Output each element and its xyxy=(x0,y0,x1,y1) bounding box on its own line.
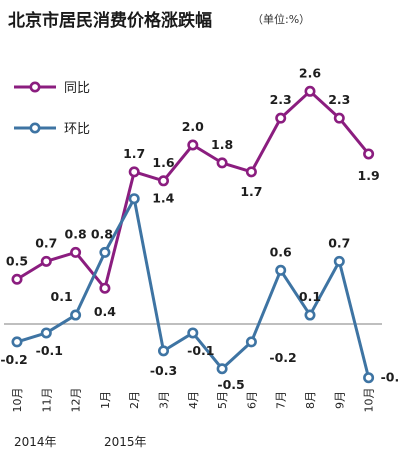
x-tick-label: 11月 xyxy=(40,388,53,413)
data-point-mom xyxy=(11,336,23,348)
data-point-mom xyxy=(304,309,316,321)
data-point-yoy xyxy=(11,273,23,285)
x-tick-label: 6月 xyxy=(245,391,258,409)
data-point-mom xyxy=(187,327,199,339)
data-label-yoy: 1.6 xyxy=(152,155,174,170)
data-label-mom: -0.2 xyxy=(0,352,27,367)
data-label-yoy: 2.0 xyxy=(182,119,204,134)
x-tick-label: 10月 xyxy=(11,388,24,413)
data-point-mom xyxy=(128,193,140,205)
legend-marker-yoy xyxy=(29,81,41,93)
data-label-yoy: 2.3 xyxy=(328,92,350,107)
data-point-mom xyxy=(216,363,228,375)
x-tick-label: 9月 xyxy=(333,391,346,409)
data-label-mom: -0.2 xyxy=(269,350,296,365)
data-point-yoy xyxy=(333,112,345,124)
data-label-yoy: 2.3 xyxy=(270,92,292,107)
legend-label-mom: 环比 xyxy=(64,122,90,137)
x-tick-label: 8月 xyxy=(304,391,317,409)
legend-label-yoy: 同比 xyxy=(64,81,90,96)
chart-title: 北京市居民消费价格涨跌幅 xyxy=(8,11,212,31)
data-label-mom: 0.1 xyxy=(51,289,73,304)
data-point-mom xyxy=(99,246,111,258)
x-tick-label: 4月 xyxy=(187,391,200,409)
data-point-mom xyxy=(245,336,257,348)
data-label-mom: -0.3 xyxy=(150,363,177,378)
data-label-mom: -0.1 xyxy=(36,343,63,358)
data-point-yoy xyxy=(363,148,375,160)
data-label-mom: -0.5 xyxy=(217,377,244,392)
data-label-yoy: 0.4 xyxy=(94,304,116,319)
data-point-yoy xyxy=(245,166,257,178)
unit-label: （单位:%） xyxy=(252,13,311,26)
legend-item-mom: 环比 xyxy=(14,122,90,137)
x-tick-label: 7月 xyxy=(275,391,288,409)
data-point-mom xyxy=(275,264,287,276)
year-label-2014: 2014年 xyxy=(14,435,57,449)
data-label-yoy: 1.9 xyxy=(358,168,380,183)
data-point-yoy xyxy=(128,166,140,178)
legend-item-yoy: 同比 xyxy=(14,81,90,96)
x-tick-label: 12月 xyxy=(70,388,83,413)
year-label-2015: 2015年 xyxy=(104,435,147,449)
data-point-yoy xyxy=(187,139,199,151)
data-label-layer: 0.5 0.7 0.8 0.4 1.7 1.6 2.0 1.8 1.7 2.3 2.6 2.3 1.9 -… xyxy=(0,65,400,391)
data-label-mom: 0.6 xyxy=(270,244,292,259)
data-point-yoy xyxy=(275,112,287,124)
data-point-yoy xyxy=(70,246,82,258)
data-label-yoy: 0.5 xyxy=(6,253,28,268)
data-label-mom: 1.4 xyxy=(152,191,174,206)
data-point-mom xyxy=(70,309,82,321)
data-point-mom xyxy=(333,255,345,267)
data-point-yoy xyxy=(99,282,111,294)
data-point-yoy xyxy=(304,85,316,97)
data-point-yoy xyxy=(158,175,170,187)
data-point-mom xyxy=(40,327,52,339)
data-label-mom: -0.6 xyxy=(381,370,400,385)
data-label-yoy: 2.6 xyxy=(299,65,321,80)
x-tick-label: 5月 xyxy=(216,391,229,409)
data-point-yoy xyxy=(40,255,52,267)
data-label-mom: 0.7 xyxy=(328,235,350,250)
data-point-mom xyxy=(363,372,375,384)
series-layer xyxy=(11,85,375,384)
x-tick-label: 1月 xyxy=(99,391,112,409)
x-tick-label: 2月 xyxy=(128,391,141,409)
legend: 同比 环比 xyxy=(14,81,90,137)
data-label-mom: 0.8 xyxy=(91,226,113,241)
data-label-yoy: 1.7 xyxy=(123,146,145,161)
legend-marker-mom xyxy=(29,122,41,134)
data-label-mom: -0.1 xyxy=(187,343,214,358)
data-point-mom xyxy=(158,345,170,357)
data-label-mom: 0.1 xyxy=(299,289,321,304)
x-tick-label: 10月 xyxy=(363,388,376,413)
data-point-yoy xyxy=(216,157,228,169)
data-label-yoy: 1.8 xyxy=(211,137,233,152)
x-axis: 10月 11月 12月 1月 2月 3月 4月 5月 6月 7月 8月 9月 10月 xyxy=(11,388,376,413)
data-label-yoy: 0.8 xyxy=(65,226,87,241)
data-label-yoy: 1.7 xyxy=(240,184,262,199)
x-tick-label: 3月 xyxy=(158,391,171,409)
data-label-yoy: 0.7 xyxy=(35,235,57,250)
